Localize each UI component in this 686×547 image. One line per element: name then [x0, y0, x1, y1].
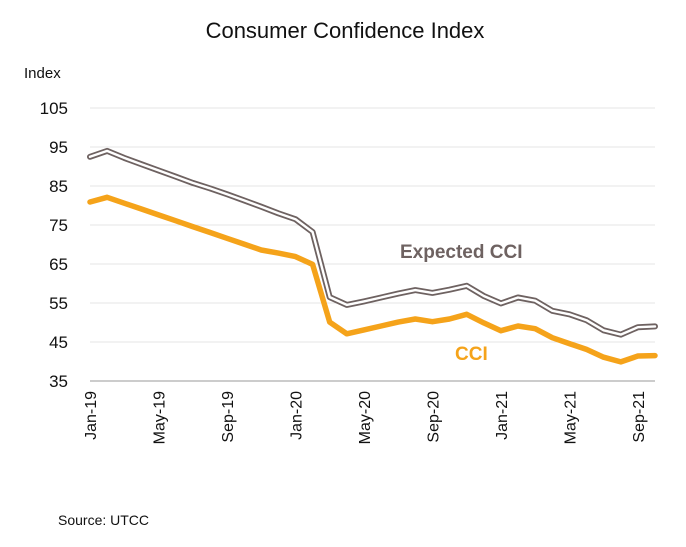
x-tick-label: May-19 [151, 391, 168, 444]
chart-title: Consumer Confidence Index [206, 18, 485, 43]
x-tick-label: Jan-21 [494, 391, 511, 440]
x-tick-label: Jan-20 [288, 391, 305, 440]
x-tick-label: Sep-19 [220, 391, 237, 443]
series-cci [87, 194, 658, 365]
y-tick-label: 35 [49, 372, 68, 391]
series-line-inner [88, 149, 657, 336]
y-tick-label: 105 [40, 99, 68, 118]
y-tick-label: 95 [49, 138, 68, 157]
x-tick-label: Jan-19 [83, 391, 100, 440]
source-note: Source: UTCC [58, 512, 149, 528]
x-tick-label: Sep-20 [425, 391, 442, 443]
y-tick-label: 65 [49, 255, 68, 274]
y-axis-ticks: 35 45 55 65 75 85 95 105 [40, 99, 68, 391]
series-label-expected-cci: Expected CCI [400, 242, 522, 263]
x-axis-ticks: Jan-19 May-19 Sep-19 Jan-20 May-20 Sep-20 Jan-… [83, 391, 648, 444]
series-expected-cci [87, 147, 658, 338]
y-tick-label: 45 [49, 333, 68, 352]
gridlines [90, 107, 655, 343]
x-tick-label: May-20 [357, 391, 374, 444]
series-line [87, 194, 658, 365]
series-label-cci: CCI [455, 344, 488, 365]
y-tick-label: 55 [49, 294, 68, 313]
x-tick-label: Sep-21 [631, 391, 648, 443]
y-axis-label: Index [24, 65, 61, 82]
x-tick-label: May-21 [562, 391, 579, 444]
series-line-outer [87, 147, 658, 338]
y-tick-label: 85 [49, 177, 68, 196]
series-layer [87, 147, 658, 365]
y-tick-label: 75 [49, 216, 68, 235]
